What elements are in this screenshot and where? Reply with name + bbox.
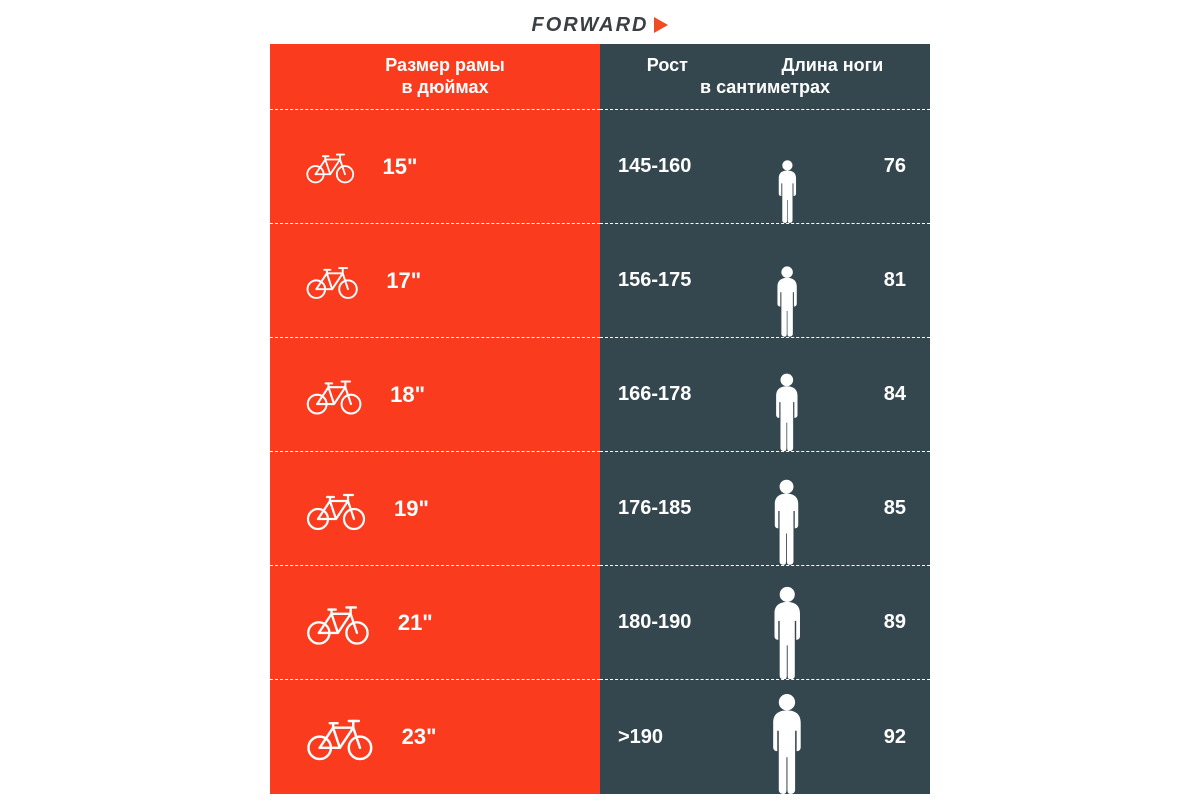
bicycle-icon xyxy=(304,712,376,761)
leg-value: 81 xyxy=(866,269,906,292)
size-chart: Размер рамы в дюймах 15" 17" xyxy=(270,44,930,794)
person-icon xyxy=(764,692,810,794)
body-header: Рост Длина ноги в сантиметрах xyxy=(600,44,930,110)
height-value: 156-175 xyxy=(618,269,708,292)
frame-header-line2: в дюймах xyxy=(401,77,488,99)
frame-size-value: 23" xyxy=(402,724,437,750)
height-value: 176-185 xyxy=(618,497,708,520)
brand-name: FORWARD xyxy=(532,14,649,37)
body-row: 180-190 89 xyxy=(600,566,930,680)
person-icon xyxy=(767,478,806,565)
person-icon xyxy=(773,159,802,223)
frame-size-value: 19" xyxy=(394,496,429,522)
frame-size-value: 21" xyxy=(398,610,433,636)
frame-size-value: 17" xyxy=(386,268,421,294)
body-row: 176-185 85 xyxy=(600,452,930,566)
frame-row: 19" xyxy=(270,452,600,566)
leg-value: 76 xyxy=(866,155,906,178)
frame-size-column: Размер рамы в дюймах 15" 17" xyxy=(270,44,600,794)
leg-value: 84 xyxy=(866,383,906,406)
body-row: 166-178 84 xyxy=(600,338,930,452)
bicycle-icon xyxy=(304,374,364,415)
height-value: >190 xyxy=(618,726,708,749)
frame-row: 23" xyxy=(270,680,600,794)
frame-row: 21" xyxy=(270,566,600,680)
bicycle-icon xyxy=(304,148,356,184)
height-value: 180-190 xyxy=(618,611,708,634)
height-value: 145-160 xyxy=(618,155,708,178)
person-icon xyxy=(766,585,808,679)
body-row: >190 92 xyxy=(600,680,930,794)
brand-logo: FORWARD xyxy=(532,12,669,38)
frame-size-value: 18" xyxy=(390,382,425,408)
person-icon xyxy=(771,265,803,337)
bicycle-icon xyxy=(304,599,372,646)
brand-arrow-icon xyxy=(654,17,668,33)
leg-value: 85 xyxy=(866,497,906,520)
leg-header: Длина ноги xyxy=(782,55,884,77)
body-header-sub: в сантиметрах xyxy=(700,77,830,99)
frame-row: 17" xyxy=(270,224,600,338)
body-row: 145-160 76 xyxy=(600,110,930,224)
body-size-column: Рост Длина ноги в сантиметрах 145-160 76… xyxy=(600,44,930,794)
bicycle-icon xyxy=(304,261,360,300)
height-value: 166-178 xyxy=(618,383,708,406)
leg-value: 89 xyxy=(866,611,906,634)
body-row: 156-175 81 xyxy=(600,224,930,338)
frame-header-line1: Размер рамы xyxy=(385,55,505,77)
leg-value: 92 xyxy=(866,726,906,749)
frame-size-value: 15" xyxy=(382,154,417,180)
frame-header: Размер рамы в дюймах xyxy=(270,44,600,110)
frame-row: 15" xyxy=(270,110,600,224)
height-header: Рост xyxy=(647,55,688,77)
person-icon xyxy=(769,372,805,451)
bicycle-icon xyxy=(304,487,368,531)
frame-row: 18" xyxy=(270,338,600,452)
